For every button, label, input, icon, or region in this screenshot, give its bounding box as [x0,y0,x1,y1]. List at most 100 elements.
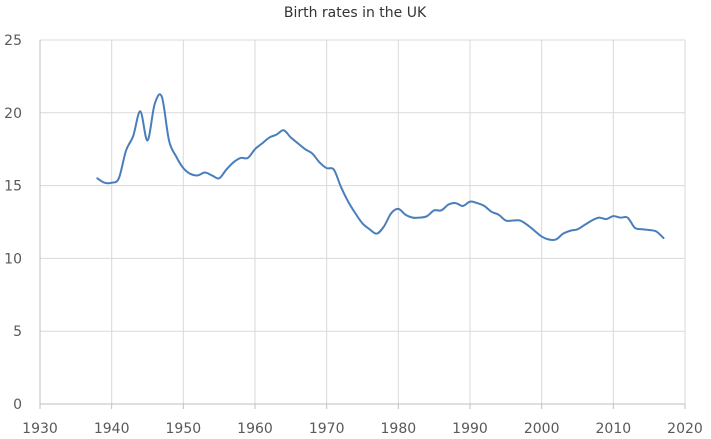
data-point [432,208,436,212]
data-point [203,170,207,174]
data-point [561,232,565,236]
data-point [540,235,544,239]
x-tick-label: 1930 [22,421,58,437]
data-point [525,223,529,227]
data-point [246,156,250,160]
data-point [468,200,472,204]
x-tick-label: 1980 [381,421,417,437]
data-point [619,216,623,220]
data-point [404,213,408,217]
data-point [396,207,400,211]
data-point [662,236,666,240]
data-point [325,166,329,170]
data-point [504,219,508,223]
data-point [95,176,99,180]
data-point [482,204,486,208]
data-point [103,181,107,185]
data-point [289,136,293,140]
data-point [138,109,142,113]
chart-title: Birth rates in the UK [284,5,427,21]
series-layer [95,93,666,242]
data-point [167,138,171,142]
data-point [232,160,236,164]
data-point [640,227,644,231]
data-point [439,208,443,212]
data-point [654,229,658,233]
x-tick-label: 2000 [524,421,560,437]
data-point [611,214,615,218]
data-point [554,237,558,241]
data-point [239,156,243,160]
data-point [146,138,150,142]
data-point [626,216,630,220]
series-line-0 [96,93,665,242]
y-tick-label: 5 [13,324,22,340]
data-point [425,214,429,218]
data-point [339,185,343,189]
data-point [303,147,307,151]
data-point [282,128,286,132]
x-tick-label: 1990 [452,421,488,437]
data-point [447,203,451,207]
data-point [296,141,300,145]
data-point [597,216,601,220]
data-point [318,160,322,164]
x-tick-label: 2020 [667,421,703,437]
data-point [475,201,479,205]
data-point [124,149,128,153]
data-point [382,224,386,228]
x-tick-label: 1970 [309,421,345,437]
data-point [454,201,458,205]
data-point [346,200,350,204]
data-point [267,136,271,140]
data-point [389,211,393,215]
data-point [375,232,379,236]
data-point [153,102,157,106]
data-point [411,216,415,220]
data-point [174,154,178,158]
data-point [604,217,608,221]
data-point [310,152,314,156]
data-point [210,173,214,177]
data-point [490,210,494,214]
data-point [497,213,501,217]
data-point [547,237,551,241]
data-point [217,176,221,180]
data-point [181,166,185,170]
data-point [353,211,357,215]
x-tick-label: 1960 [237,421,273,437]
data-point [633,226,637,230]
data-point [160,95,164,99]
data-point [518,219,522,223]
data-point [196,173,200,177]
data-point [461,204,465,208]
y-tick-label: 25 [4,33,22,49]
data-point [110,181,114,185]
x-tick-label: 2010 [596,421,632,437]
data-point [590,219,594,223]
data-point [418,216,422,220]
data-point [117,176,121,180]
y-tick-label: 20 [4,106,22,122]
y-tick-label: 10 [4,251,22,267]
axes [39,40,686,409]
data-point [260,141,264,145]
data-point [368,227,372,231]
data-point [511,219,515,223]
tick-labels: 0 5 10 15 20 25 1930 1940 1950 1960 1970 1980 1990 20… [4,33,703,437]
y-tick-label: 15 [4,179,22,195]
data-point [253,147,257,151]
data-point [361,221,365,225]
data-point [568,229,572,233]
data-point [647,228,651,232]
data-point [533,229,537,233]
data-point [576,227,580,231]
data-point [189,172,193,176]
data-point [583,223,587,227]
data-point [131,134,135,138]
data-point [224,168,228,172]
data-point [332,168,336,172]
data-point [275,133,279,137]
gridlines [40,39,686,404]
